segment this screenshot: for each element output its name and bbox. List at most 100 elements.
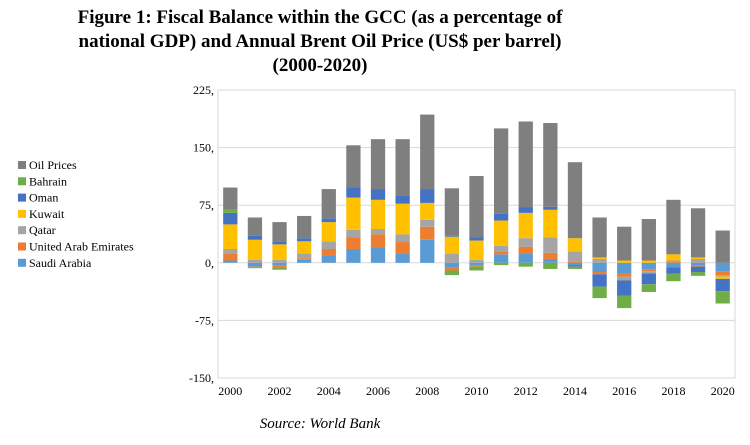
bar-segment [715,230,730,263]
bar-segment [518,246,533,254]
bar-segment [567,262,583,266]
bar-segment [321,241,336,249]
bar-segment [518,262,533,267]
bar-segment [592,274,607,287]
legend-swatch [18,258,26,267]
bar-segment [617,280,632,296]
bar-segment [641,271,656,274]
bar-segment [346,229,361,238]
chart-title-line-1: Figure 1: Fiscal Balance within the GCC … [77,7,563,28]
legend-swatch [18,226,26,235]
bar-segment [469,265,484,267]
bar-segment [567,266,583,269]
bar-segment [543,209,558,238]
bar-segment [715,291,730,304]
bar-segment [493,254,509,263]
x-tick-label: 2006 [366,384,390,398]
x-tick-label: 2020 [711,384,735,398]
bar-segment [543,206,558,210]
bar-segment [592,272,607,275]
bar-segment [715,262,730,272]
bar-segment [272,262,287,266]
chart-source: Source: World Bank [259,416,381,432]
bar-segment [297,253,312,259]
bar-segment [518,207,533,213]
bar-segment [223,248,238,254]
bar-segment [420,189,435,203]
bar-segment [617,273,632,277]
bar-segment [715,276,730,279]
bar-segment [617,226,632,261]
bar-segment [395,242,410,254]
bar-segment [223,253,238,261]
bar-segment [543,237,558,253]
legend-label: Oil Prices [29,158,77,172]
bar-segment [346,248,361,263]
bar-segment [666,254,681,261]
bar-segment [272,222,287,242]
bar-segment [690,208,706,258]
bar-segment [370,247,386,263]
bar-segment [346,145,361,188]
bar-segment [469,259,484,263]
bar-segment [666,262,681,268]
chart-title-line-3: (2000-2020) [272,55,368,76]
bar-segment [420,114,435,190]
bar-segment [493,213,509,221]
x-tick-label: 2000 [218,384,242,398]
bar-segment [617,276,632,281]
bar-segment [641,284,656,292]
bar-segment [518,121,533,208]
legend-label: United Arab Emirates [29,240,134,254]
bar-segment [297,238,312,242]
bar-segment [395,203,410,235]
bar-segment [321,189,336,219]
legend-swatch [18,242,26,251]
bar-segment [666,199,681,255]
bar-segment [690,257,706,259]
x-tick-label: 2002 [268,384,292,398]
legend-swatch [18,193,26,202]
bar-segment [567,251,583,262]
bar-segment [444,236,460,254]
x-tick-label: 2010 [465,384,489,398]
bar-segment [469,237,484,241]
bar-segment [272,265,287,268]
bar-segment [592,286,607,299]
bar-segment [690,262,706,266]
bar-segment [247,266,263,268]
bar-segment [420,202,435,220]
bar-segment [420,226,435,240]
bar-segment [223,212,238,225]
y-tick-label: 225, [193,83,214,97]
bar-segment [444,235,460,237]
bar-segment [297,241,312,254]
bar-segment [469,266,484,271]
bar-segment [567,238,583,252]
bar-segment [518,212,533,239]
bar-segment [444,188,460,236]
y-tick-label: -75, [195,313,214,327]
bar-segment [617,295,632,309]
bar-segment [247,267,263,269]
bar-segment [641,273,656,285]
bar-segment [543,252,558,259]
bar-segment [247,262,263,267]
bar-segment [420,219,435,227]
bar-segment [272,241,287,245]
bar-segment [617,260,632,263]
bar-segment [666,260,681,263]
bar-segment [617,262,632,274]
bar-segment [247,259,263,263]
bar-segment [543,258,558,263]
bar-segment [469,176,484,238]
bar-segment [444,267,460,271]
bar-segment [321,222,336,242]
legend-label: Bahrain [29,174,67,188]
bar-segment [690,266,706,273]
bar-segment [518,253,533,263]
bar-segment [321,255,336,263]
legend-label: Oman [29,191,58,205]
bar-segment [297,259,312,263]
bar-segment [321,218,336,223]
